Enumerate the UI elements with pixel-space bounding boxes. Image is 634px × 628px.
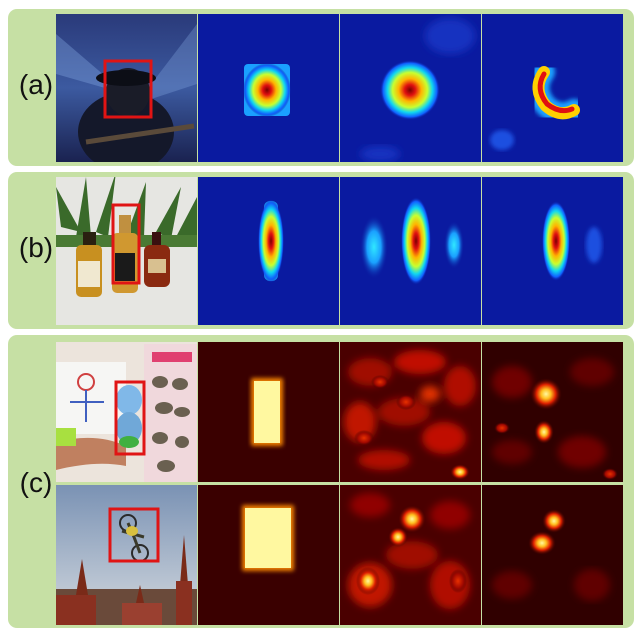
heatmap-a-3 bbox=[482, 14, 623, 162]
row-label-b: (b) bbox=[18, 232, 54, 263]
heatmap-c-1-1 bbox=[198, 342, 339, 482]
heatmap-c-2-2 bbox=[340, 485, 481, 625]
heatmap-c-2-1 bbox=[198, 485, 339, 625]
panel-a: (a) bbox=[8, 9, 634, 166]
heatmap-b-3 bbox=[482, 177, 623, 325]
heatmap-b-1 bbox=[198, 177, 339, 325]
row-label-c: (c) bbox=[19, 467, 53, 498]
target-bbox bbox=[111, 203, 141, 285]
heatmap-c-1-2 bbox=[340, 342, 481, 482]
heatmap-a-1 bbox=[198, 14, 339, 162]
heatmap-c-2-3 bbox=[482, 485, 623, 625]
target-bbox bbox=[114, 380, 146, 456]
input-image-c-2 bbox=[56, 485, 197, 625]
input-image-b bbox=[56, 177, 197, 325]
input-image-c-1 bbox=[56, 342, 197, 482]
panel-c: (c) bbox=[8, 335, 634, 628]
input-image-a bbox=[56, 14, 197, 162]
heatmap-a-2 bbox=[340, 14, 481, 162]
heatmap-b-2 bbox=[340, 177, 481, 325]
target-bbox bbox=[108, 507, 160, 563]
row-label-a: (a) bbox=[18, 69, 54, 100]
panel-b: (b) bbox=[8, 172, 634, 329]
target-bbox bbox=[103, 59, 153, 119]
heatmap-c-1-3 bbox=[482, 342, 623, 482]
